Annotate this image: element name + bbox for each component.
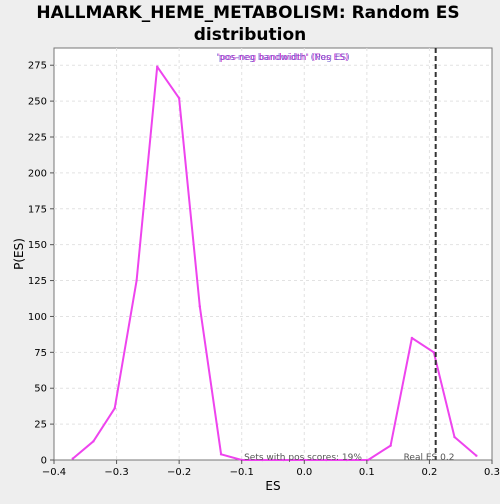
y-tick-label: 225 <box>28 133 47 144</box>
data-point <box>324 458 328 462</box>
x-tick-label: 0.3 <box>484 467 500 478</box>
x-tick-label: 0.2 <box>421 467 437 478</box>
data-point <box>389 444 392 447</box>
y-tick-label: 50 <box>34 384 47 395</box>
data-point <box>475 454 478 457</box>
y-tick-label: 150 <box>28 240 47 251</box>
data-point <box>453 435 456 439</box>
x-tick-label: 0.0 <box>296 467 312 478</box>
y-tick-label: 175 <box>28 204 47 215</box>
x-tick-label: −0.1 <box>230 467 254 478</box>
y-tick-label: 75 <box>34 348 47 359</box>
pos-scores-annotation: Sets with pos scores: 19% <box>244 453 362 463</box>
y-tick-label: 250 <box>28 97 47 108</box>
data-point <box>410 336 414 340</box>
chart-title-line-2: distribution <box>194 25 306 45</box>
data-point <box>135 279 138 282</box>
y-tick-label: 25 <box>34 420 47 431</box>
series-line <box>72 65 478 461</box>
data-layer <box>71 48 478 462</box>
real-es-label: Real ES 0.2 <box>404 453 455 463</box>
data-point <box>156 65 159 68</box>
legend-entry-neg: 'pos-neg bandwidth' (Neg ES) <box>216 53 350 63</box>
data-point <box>113 407 116 410</box>
y-tick-label: 275 <box>28 61 47 72</box>
y-tick-label: 100 <box>28 312 47 323</box>
x-tick-label: 0.1 <box>359 467 375 478</box>
data-point <box>432 351 436 354</box>
x-tick-label: −0.3 <box>104 467 128 478</box>
data-point <box>71 457 74 460</box>
y-tick-label: 125 <box>28 276 47 287</box>
x-tick-label: −0.2 <box>167 467 191 478</box>
data-point <box>198 305 201 308</box>
data-point <box>345 458 349 462</box>
x-tick-label: −0.4 <box>42 467 66 478</box>
x-axis-label: ES <box>265 479 280 493</box>
axes: 0 25 50 75 100 125 150 175 200 225 250 275 −0.4 −0.3 −… <box>28 61 500 478</box>
data-point <box>366 458 370 462</box>
y-tick-label: 0 <box>41 456 47 467</box>
y-tick-label: 200 <box>28 168 47 179</box>
data-point <box>219 453 223 456</box>
data-point <box>92 440 95 443</box>
chart-title-line-1: HALLMARK_HEME_METABOLISM: Random ES <box>36 3 459 23</box>
plot-area <box>53 47 493 461</box>
grid <box>54 48 492 460</box>
y-axis-label: P(ES) <box>12 238 26 270</box>
data-point <box>261 458 264 462</box>
data-point <box>282 458 285 462</box>
legend-entry-pos: 'pos-neg bandwidth' (Pos ES) <box>218 53 349 63</box>
data-point <box>177 97 181 100</box>
